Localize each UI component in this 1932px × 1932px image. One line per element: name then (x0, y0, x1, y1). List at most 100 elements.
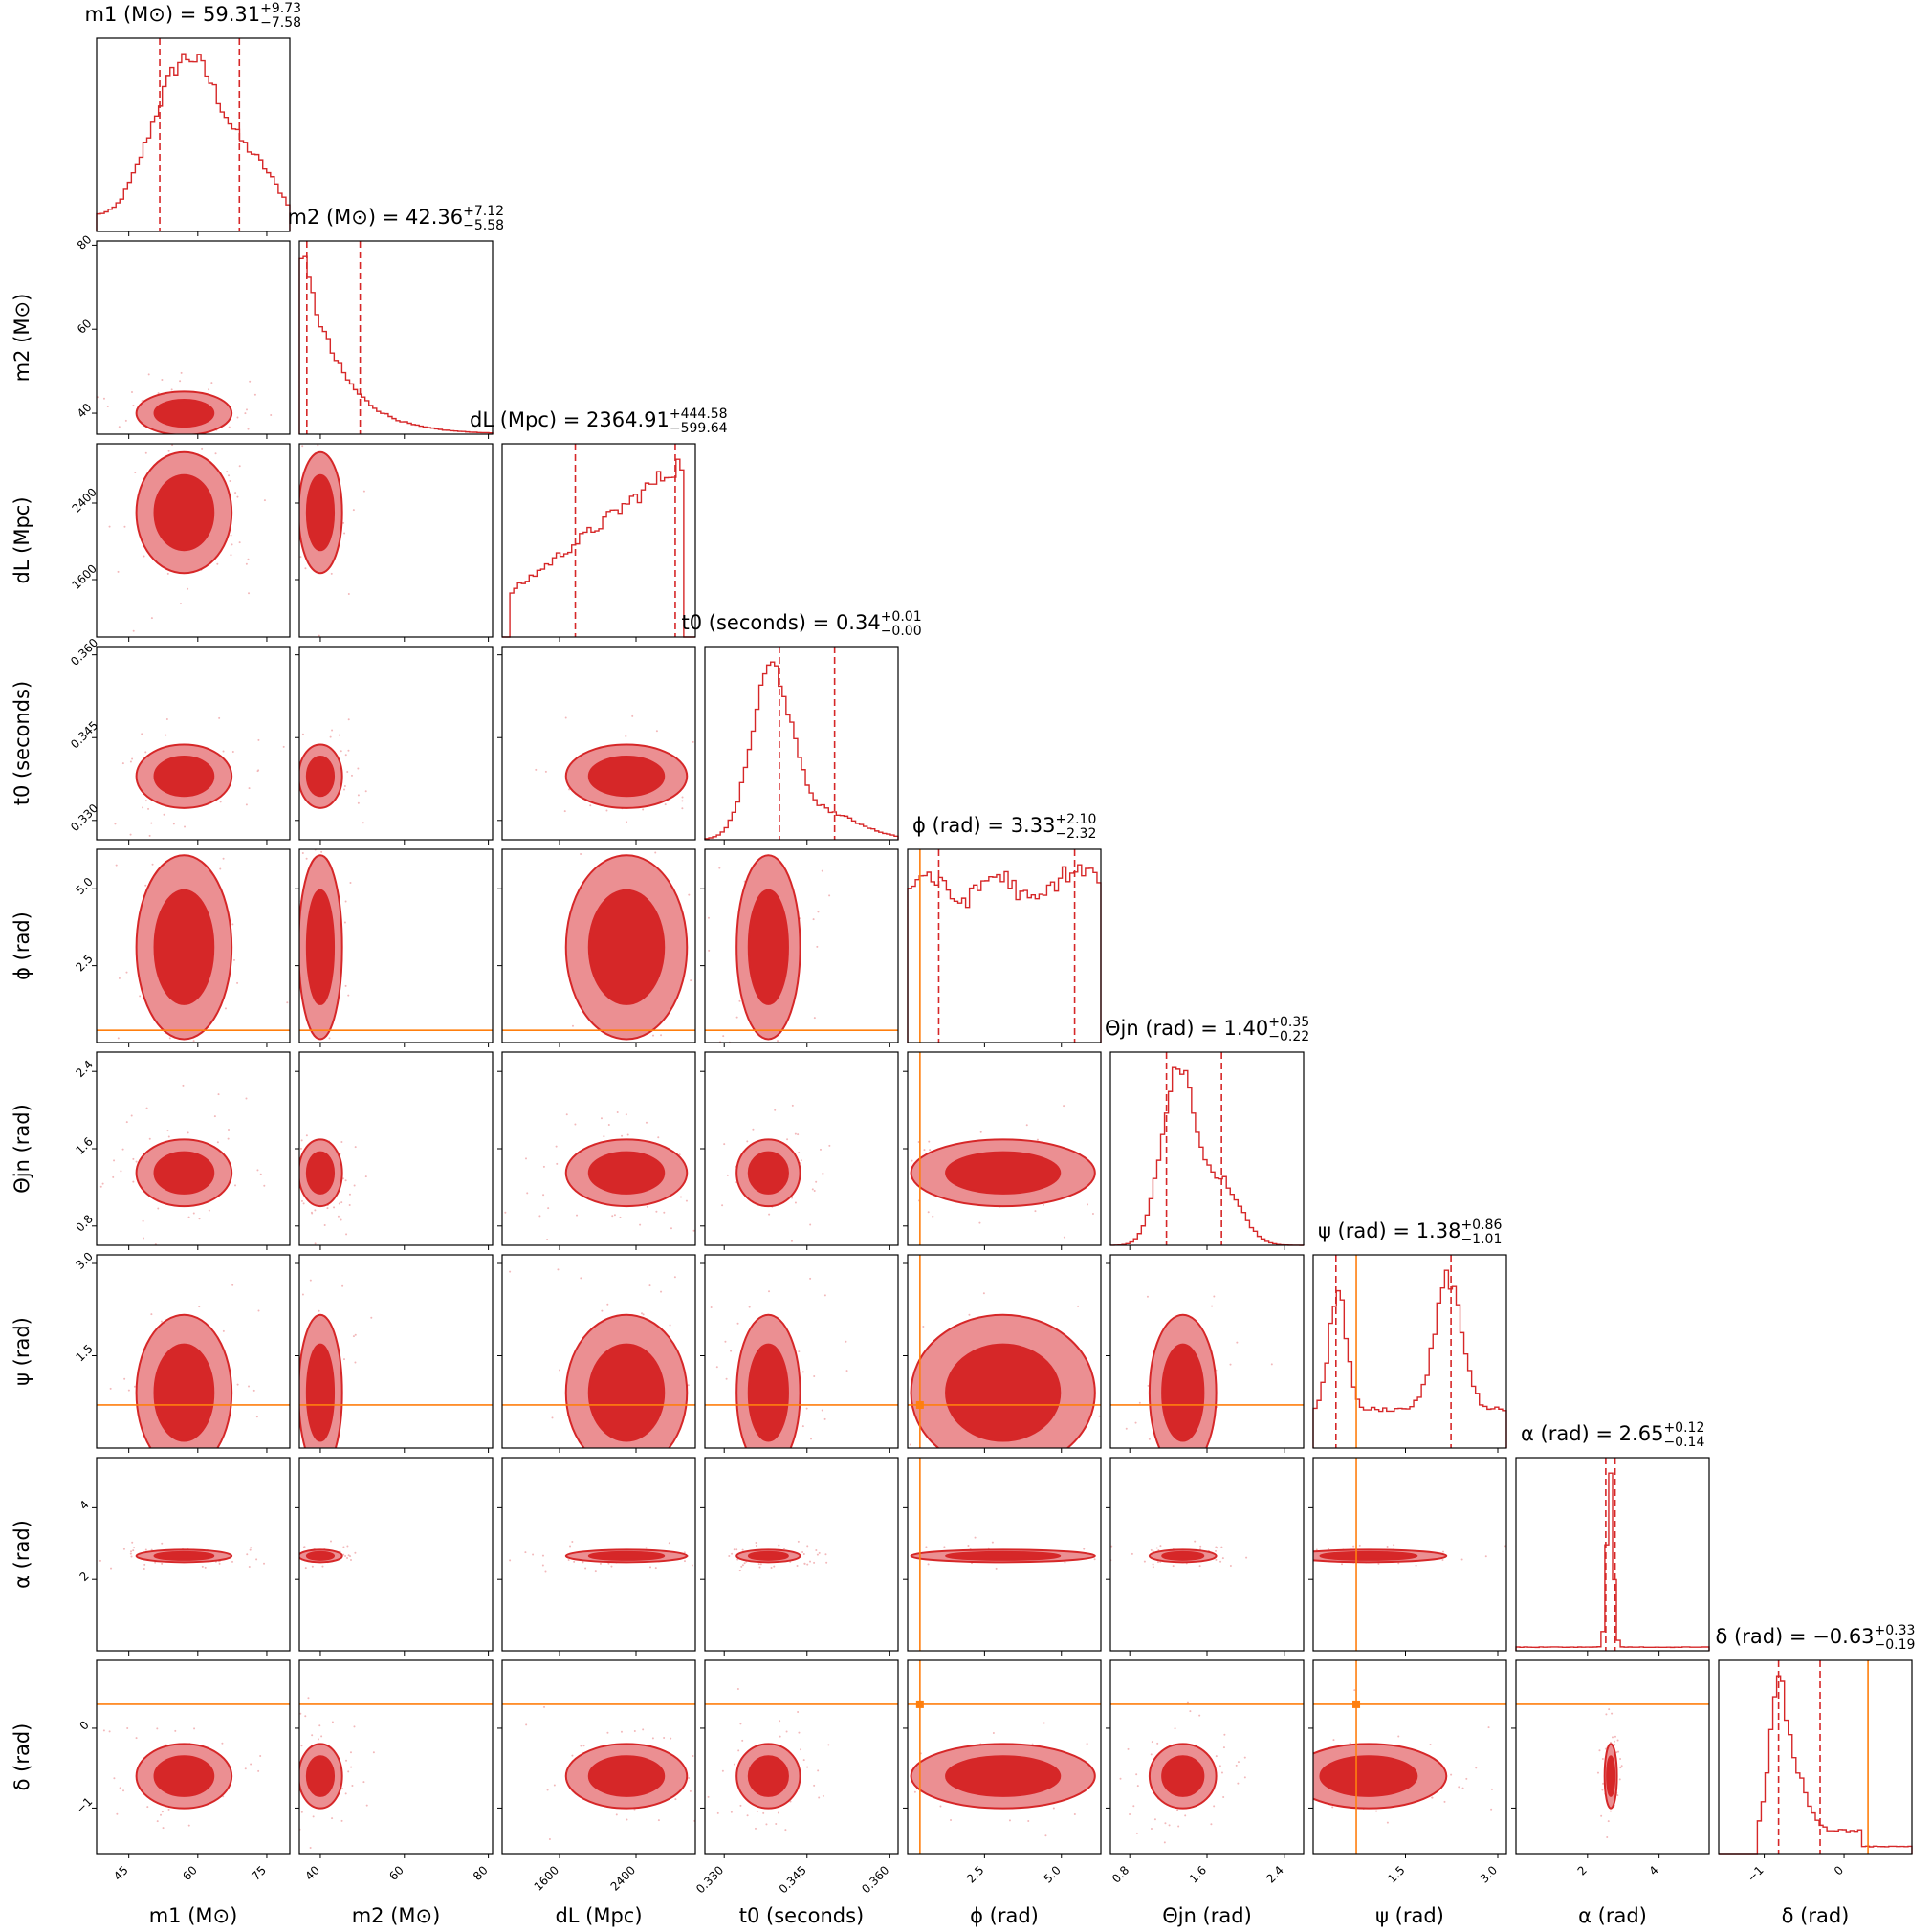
error-minus: −2.32 (1055, 826, 1097, 842)
sample-point (993, 1481, 995, 1482)
sample-point (1169, 1487, 1171, 1489)
sample-point (822, 1794, 824, 1797)
sample-point (1487, 1726, 1490, 1729)
sample-point (765, 1823, 768, 1826)
sample-point (571, 1024, 574, 1027)
sample-point (340, 1140, 343, 1143)
sample-point (535, 768, 538, 771)
sample-point (1189, 1710, 1192, 1713)
sample-point (121, 762, 124, 765)
sample-point (750, 1451, 752, 1453)
sample-point (1215, 1558, 1218, 1561)
sample-point (245, 562, 248, 565)
sample-point (117, 570, 120, 573)
truth-marker (915, 1400, 924, 1409)
contour-inner (587, 1151, 666, 1195)
sample-point (150, 617, 153, 620)
sample-point (320, 850, 323, 853)
sample-point (813, 1484, 815, 1486)
sample-point (1220, 1546, 1223, 1548)
sample-point (805, 1407, 808, 1410)
sample-point (633, 1729, 636, 1732)
sample-point (875, 1115, 877, 1117)
sample-point (296, 1555, 297, 1557)
contour-inner (305, 1550, 336, 1561)
sample-point (307, 1697, 310, 1700)
sample-point (1280, 1767, 1282, 1769)
panel-t0-m2 (295, 646, 494, 845)
sample-point (343, 788, 346, 791)
sample-point (939, 1805, 942, 1808)
sample-point (544, 770, 547, 773)
sample-point (681, 796, 684, 799)
sample-point (130, 1555, 133, 1558)
y-axis-label-phi: ϕ (rad) (11, 911, 33, 980)
sample-point (300, 1496, 302, 1498)
panel-frame (298, 240, 494, 435)
sample-point (582, 1745, 585, 1747)
sample-point (247, 428, 250, 430)
sample-point (845, 1370, 848, 1372)
sample-point (38, 1836, 40, 1838)
contour-inner (587, 1550, 666, 1561)
panel-frame (907, 1457, 1102, 1652)
sample-point (296, 1538, 298, 1540)
sample-point (357, 794, 360, 797)
sample-point (604, 1547, 605, 1548)
sample-point (1036, 1138, 1039, 1141)
sample-point (293, 456, 295, 458)
sample-point (801, 1425, 804, 1428)
sample-point (248, 592, 251, 595)
sample-point (208, 388, 210, 391)
sample-point (221, 1742, 224, 1745)
sample-point (228, 1129, 231, 1131)
sample-point (154, 1517, 156, 1519)
sample-point (809, 1223, 812, 1226)
sample-point (728, 1555, 731, 1558)
sample-point (142, 806, 144, 809)
sample-point (274, 1787, 276, 1789)
sample-point (201, 1565, 204, 1568)
sample-point (1110, 1545, 1113, 1548)
sample-point (340, 1218, 342, 1221)
sample-point (655, 730, 658, 733)
sample-point (117, 1037, 120, 1040)
sample-point (806, 1545, 809, 1548)
sample-point (816, 1553, 819, 1556)
sample-point (1174, 1727, 1176, 1730)
sample-point (304, 832, 306, 834)
sample-point (248, 441, 250, 443)
contour-inner (153, 1151, 215, 1195)
y-tick-label: 2.4 (73, 1058, 95, 1080)
sample-point (636, 1081, 638, 1083)
sample-point (779, 1735, 781, 1738)
sample-point (246, 1553, 249, 1556)
sample-point (326, 1061, 328, 1063)
sample-point (1114, 1416, 1116, 1417)
sample-point (564, 716, 567, 719)
sample-point (687, 1384, 690, 1387)
sample-point (1129, 1812, 1131, 1815)
sample-point (348, 1193, 351, 1196)
sample-point (244, 412, 247, 415)
sample-point (642, 808, 645, 811)
sample-point (348, 1204, 351, 1207)
x-axis-label-phi: ϕ (rad) (970, 1904, 1039, 1927)
sample-point (689, 1502, 691, 1504)
y-tick-label: 60 (75, 317, 95, 337)
sample-point (692, 740, 694, 743)
sample-point (712, 1745, 714, 1746)
sample-point (345, 1233, 348, 1236)
panel-title-text: Θjn (rad) = 1.40 (1105, 1017, 1269, 1040)
sample-point (349, 1555, 352, 1558)
panel-delta-m2: 40 60 80 (274, 1659, 494, 1883)
x-tick-label: 60 (180, 1863, 200, 1883)
sample-point (145, 1107, 148, 1109)
sample-point (141, 733, 143, 735)
sample-point (291, 1554, 293, 1556)
sample-point (565, 1113, 568, 1116)
sample-point (146, 1806, 149, 1809)
sample-point (344, 1554, 347, 1557)
sample-point (838, 1771, 840, 1773)
sample-point (217, 447, 219, 449)
